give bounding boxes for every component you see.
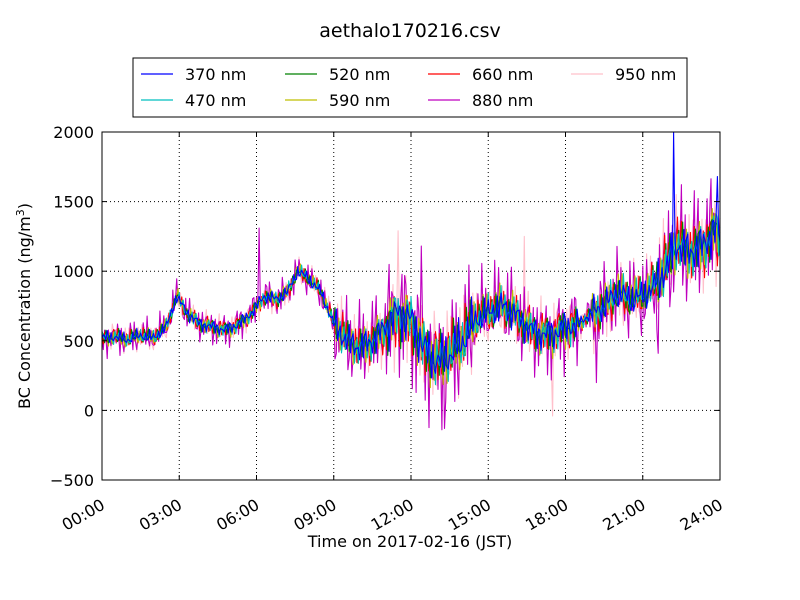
x-axis-label: Time on 2017-02-16 (JST) xyxy=(307,532,512,551)
y-axis-label-main: BC Concentration (ng/m xyxy=(15,216,34,409)
y-tick-label: 0 xyxy=(84,401,94,420)
y-axis-label: BC Concentration (ng/m3) xyxy=(14,203,34,409)
data-series xyxy=(101,131,721,431)
legend-label: 520 nm xyxy=(329,65,390,84)
legend-label: 470 nm xyxy=(185,91,246,110)
legend: 370 nm 470 nm 520 nm 590 nm 660 nm 880 nm 950 … xyxy=(132,57,688,118)
y-axis-label-end: ) xyxy=(15,203,34,209)
legend-label: 590 nm xyxy=(329,91,390,110)
legend-box xyxy=(132,57,688,118)
legend-label: 660 nm xyxy=(472,65,533,84)
legend-label: 370 nm xyxy=(185,65,246,84)
y-axis-label-superscript: 3 xyxy=(14,209,27,216)
y-tick-label: 500 xyxy=(63,332,94,351)
chart-title: aethalo170216.csv xyxy=(319,20,501,42)
series-line-370-nm xyxy=(101,131,721,379)
legend-label: 880 nm xyxy=(472,91,533,110)
y-tick-label: 2000 xyxy=(53,123,94,142)
legend-label: 950 nm xyxy=(615,65,676,84)
y-tick-label: −500 xyxy=(50,471,94,490)
y-tick-label: 1500 xyxy=(53,193,94,212)
y-tick-label: 1000 xyxy=(53,262,94,281)
